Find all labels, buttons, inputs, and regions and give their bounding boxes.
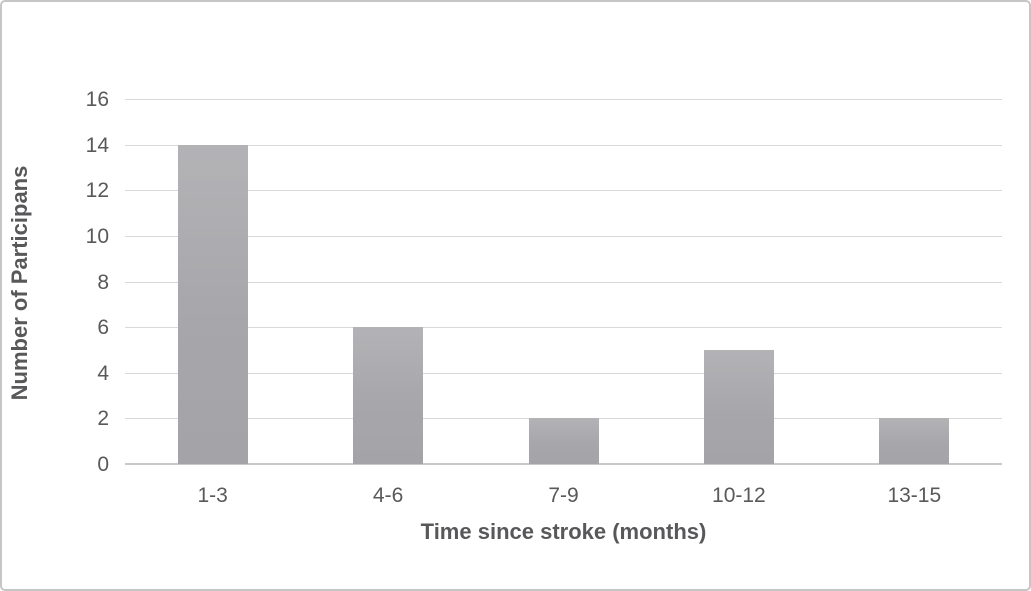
y-axis-title: Number of Participans [7,165,32,401]
gridline [125,235,1002,237]
x-tick-label: 1-3 [197,484,228,507]
bar-1-3 [177,144,248,464]
y-tick-label: 4 [97,361,109,385]
gridline [125,372,1002,374]
bar-10-12 [703,349,774,464]
bar-13-15 [879,418,950,464]
x-tick-label: 10-12 [712,484,766,507]
y-tick-label: 10 [85,224,109,248]
bar-7-9 [528,418,599,464]
x-tick-label: 7-9 [548,484,579,507]
gridline [125,190,1002,192]
y-tick-label: 0 [97,453,109,476]
x-tick-label: 4-6 [372,484,404,507]
x-axis-line [125,463,1002,465]
bar-4-6 [353,327,424,464]
y-tick-label: 16 [85,88,109,111]
x-tick-label: 13-15 [887,484,942,507]
y-tick-label: 2 [97,407,109,431]
y-tick-label: 6 [97,316,109,340]
y-tick-label: 14 [85,133,109,157]
gridline [125,281,1002,283]
y-tick-label: 12 [85,179,109,203]
gridline [125,327,1002,329]
gridline [125,99,1002,100]
x-axis-title: Time since stroke (months) [420,519,707,544]
y-tick-label: 8 [97,270,109,294]
gridline [125,144,1002,146]
plot-area [125,99,1002,465]
